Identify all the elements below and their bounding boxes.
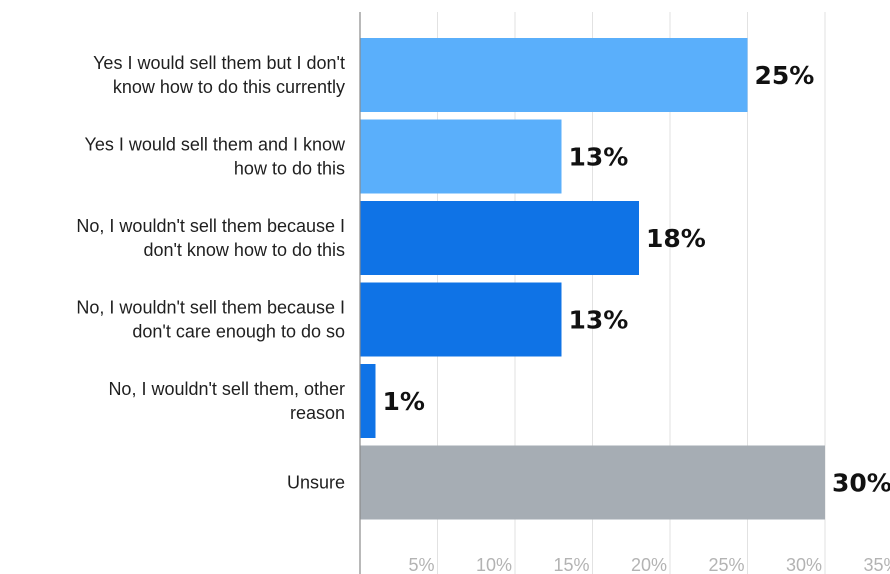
category-labels: Yes I would sell them but I don't know ho… [76,53,346,493]
data-labels: 25% 13% 18% 13% 1% 30% [383,61,890,498]
category-label: Yes I would sell them but I don't know ho… [93,53,345,97]
data-label: 13% [569,306,629,335]
bar [360,38,748,112]
x-tick-label: 5% [408,555,434,574]
data-label: 13% [569,143,629,172]
data-label: 18% [646,224,706,253]
category-label: Unsure [287,473,345,493]
x-tick-label: 25% [708,555,744,574]
data-label: 1% [383,387,425,416]
data-label: 30% [832,469,890,498]
x-tick-label: 20% [631,555,667,574]
category-label: No, I wouldn't sell them, other reason [108,379,345,423]
category-label: Yes I would sell them and I know how to d… [85,135,346,179]
bar [360,364,376,438]
bar [360,445,825,520]
x-tick-label: 35% [863,555,890,574]
x-tick-label: 30% [786,555,822,574]
bars [360,38,825,520]
bar [360,119,562,194]
x-tick-label: 10% [476,555,512,574]
x-tick-labels: 5% 10% 15% 20% 25% 30% 35% [408,555,890,574]
bar [360,282,562,357]
bar [360,201,639,275]
x-tick-label: 15% [553,555,589,574]
data-label: 25% [755,61,815,90]
